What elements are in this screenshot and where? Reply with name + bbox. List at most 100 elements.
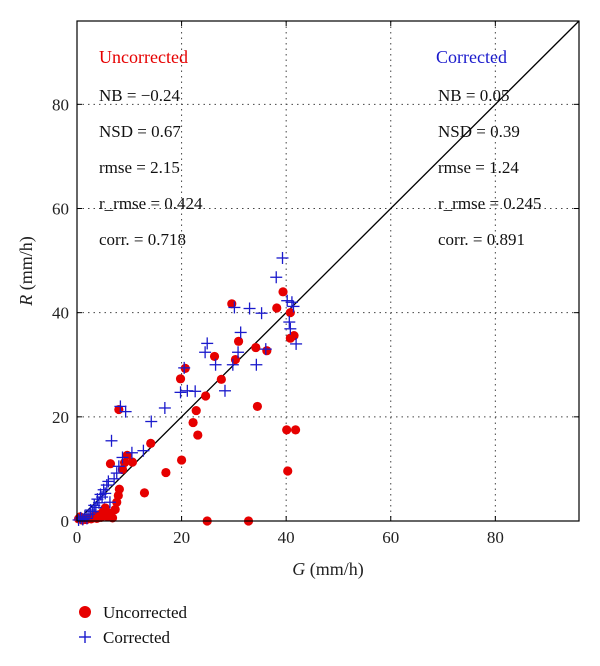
uncorrected-point <box>201 391 211 401</box>
uncorrected-point <box>233 336 244 346</box>
x-tick-label: 60 <box>382 528 399 547</box>
one-to-one-line <box>76 20 580 522</box>
uncorrected-stats-title: Uncorrected <box>99 47 188 67</box>
uncorrected-point <box>285 308 295 318</box>
corrected-point <box>259 343 272 356</box>
uncorrected-point <box>209 351 220 362</box>
corrected-point <box>281 294 294 307</box>
corrected-point <box>287 300 300 313</box>
corrected-point <box>199 346 212 359</box>
corrected-point <box>88 499 101 512</box>
corrected-point <box>270 271 283 284</box>
corrected-point <box>158 401 171 414</box>
uncorrected-point <box>139 488 150 498</box>
corrected-point <box>250 358 263 371</box>
uncorrected-point <box>161 467 171 478</box>
uncorrected-nb: NB = −0.24 <box>99 86 181 105</box>
y-tick-label: 40 <box>52 304 69 323</box>
corrected-point <box>283 316 296 329</box>
corrected-point <box>89 501 102 514</box>
corrected-point <box>103 496 116 509</box>
uncorrected-point <box>289 330 299 341</box>
uncorrected-point <box>193 430 203 440</box>
uncorrected-point <box>283 466 293 476</box>
corrected-point <box>116 451 129 464</box>
corrected-nsd: NSD = 0.39 <box>438 122 520 141</box>
uncorrected-point <box>262 346 272 356</box>
plot-frame <box>76 20 580 522</box>
corrected-point <box>243 302 256 315</box>
reference-line-layer <box>76 20 580 522</box>
uncorrected-point <box>290 425 301 435</box>
uncorrected-point <box>278 287 288 297</box>
uncorrected-point <box>175 374 186 384</box>
x-tick-label: 0 <box>73 528 82 547</box>
corrected-point <box>119 405 132 418</box>
x-axis-label: G (mm/h) <box>292 559 364 580</box>
legend-uncorrected-marker <box>79 606 91 618</box>
legend-corrected-label: Corrected <box>103 628 171 647</box>
corrected-point <box>145 415 158 428</box>
corrected-point <box>232 346 245 359</box>
corrected-point <box>284 322 297 335</box>
corrected-point <box>92 496 105 509</box>
ticks-layer: 0 20 40 60 80 0 20 40 60 80 <box>52 21 579 547</box>
uncorrected-point <box>107 513 118 523</box>
y-tick-label: 20 <box>52 408 69 427</box>
uncorrected-point <box>272 303 282 313</box>
corrected-point <box>94 488 107 501</box>
corrected-point <box>114 400 127 413</box>
corrected-nb: NB = 0.05 <box>438 86 509 105</box>
uncorrected-r-rmse: r_rmse = 0.424 <box>99 194 203 213</box>
corrected-rmse: rmse = 1.24 <box>438 158 519 177</box>
legend-uncorrected-label: Uncorrected <box>103 603 188 622</box>
uncorrected-point <box>146 438 156 448</box>
corrected-point <box>201 337 214 350</box>
corrected-point <box>125 446 138 459</box>
corrected-point <box>112 460 125 473</box>
corrected-point <box>174 386 187 399</box>
corrected-point <box>102 475 115 488</box>
corrected-point <box>255 307 268 320</box>
uncorrected-stats-block: Uncorrected NB = −0.24 NSD = 0.67 rmse =… <box>99 47 203 249</box>
corrected-point <box>218 384 231 397</box>
y-axis-variable: R <box>16 295 36 307</box>
uncorrected-point <box>191 405 201 416</box>
y-tick-label: 80 <box>52 95 69 114</box>
uncorrected-point <box>216 374 226 384</box>
x-axis-variable: G <box>292 559 305 579</box>
y-axis-label: R (mm/h) <box>16 236 37 307</box>
corrected-corr: corr. = 0.891 <box>438 230 525 249</box>
corrected-point <box>234 326 247 339</box>
corrected-r-rmse: r_rmse = 0.245 <box>438 194 542 213</box>
x-tick-label: 20 <box>173 528 190 547</box>
corrected-point <box>290 337 303 350</box>
corrected-stats-title: Corrected <box>436 47 507 67</box>
y-tick-label: 60 <box>52 200 69 219</box>
x-tick-label: 40 <box>278 528 295 547</box>
corrected-point <box>209 358 222 371</box>
corrected-point <box>189 385 202 398</box>
uncorrected-point <box>114 484 124 494</box>
uncorrected-point <box>282 425 292 435</box>
corrected-point <box>108 472 121 485</box>
corrected-point <box>276 251 289 264</box>
uncorrected-rmse: rmse = 2.15 <box>99 158 180 177</box>
corrected-point <box>226 358 239 371</box>
x-axis-unit: (mm/h) <box>305 559 364 580</box>
corrected-point <box>105 434 118 447</box>
y-tick-label: 0 <box>61 512 70 531</box>
legend-corrected-marker <box>79 631 91 643</box>
uncorrected-point <box>252 401 263 412</box>
uncorrected-point <box>176 455 187 465</box>
uncorrected-point <box>251 342 261 353</box>
legend: Uncorrected Corrected <box>79 603 188 647</box>
corrected-point <box>178 361 191 374</box>
uncorrected-point <box>188 417 198 428</box>
y-axis-unit: (mm/h) <box>16 236 37 295</box>
uncorrected-point <box>110 504 120 515</box>
uncorrected-corr: corr. = 0.718 <box>99 230 186 249</box>
corrected-stats-block: Corrected NB = 0.05 NSD = 0.39 rmse = 1.… <box>436 47 542 249</box>
corrected-point <box>99 487 112 500</box>
